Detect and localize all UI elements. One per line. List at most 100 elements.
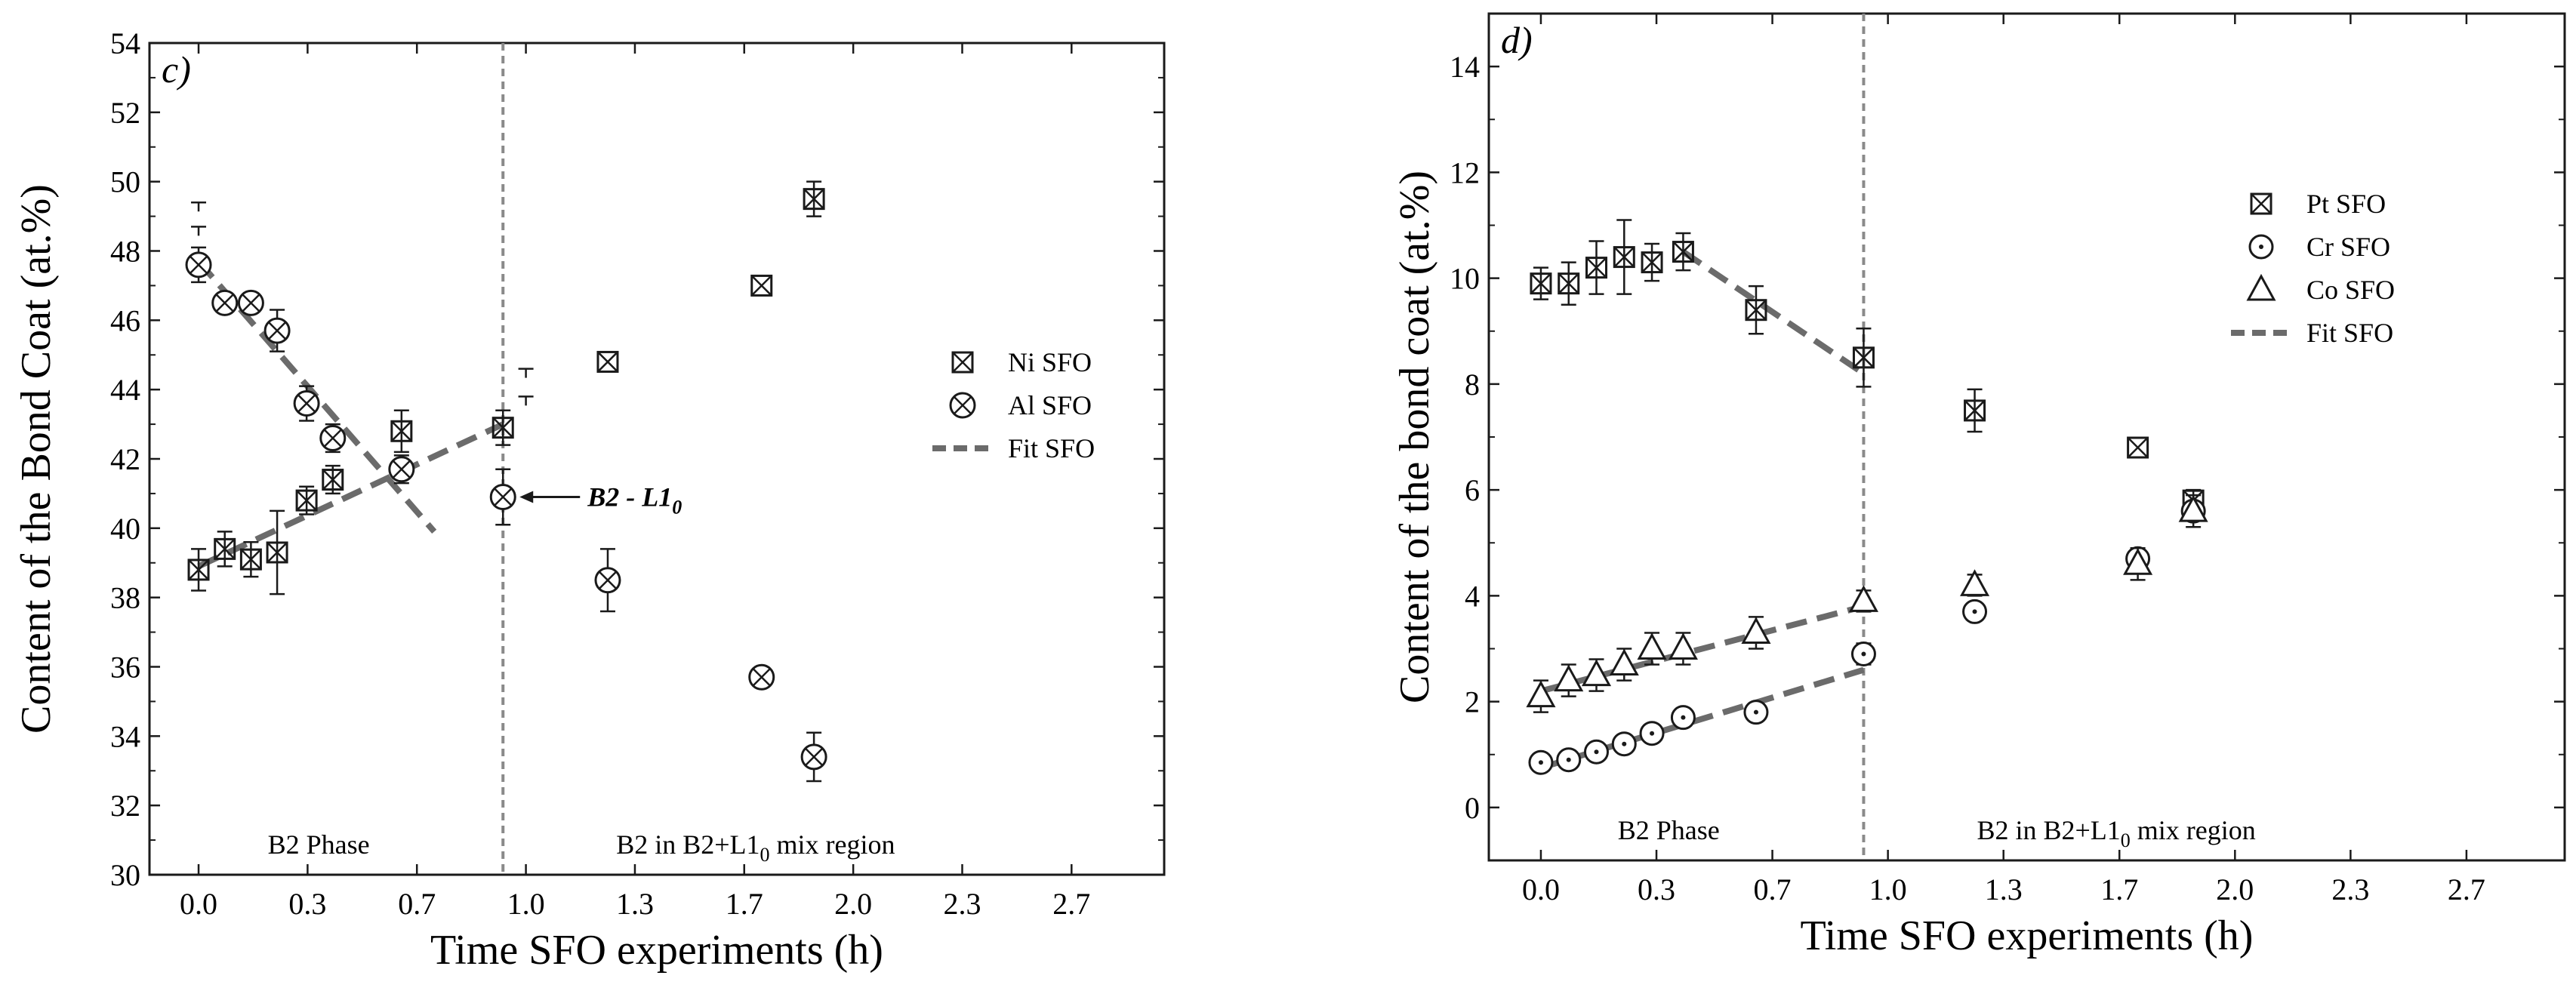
region-label-subscript: 0: [760, 844, 770, 866]
y-tick-label: 4: [1465, 579, 1480, 613]
point-ni-sfo: [266, 541, 288, 564]
marker-cross: [214, 538, 236, 560]
marker-square: [2127, 436, 2149, 459]
marker-cross: [392, 460, 411, 478]
marker-cross: [267, 542, 288, 563]
point-pt-sfo: [1641, 251, 1663, 274]
marker-square: [1585, 257, 1607, 279]
marker-cross: [1746, 299, 1767, 321]
y-tick-label: 44: [110, 373, 140, 407]
marker-triangle: [1526, 680, 1556, 708]
panel-d: 0.0 0.3 0.7 1.0 1.3 1.7 2.0 2.3 2.7 0 2 4 6 8 10 12 14 Ti…: [1391, 12, 2566, 959]
point-al-sfo: [800, 743, 827, 771]
marker-cross: [2127, 437, 2149, 458]
marker-dot: [1566, 757, 1571, 762]
marker-cross: [1964, 400, 1986, 421]
point-pt-sfo: [1585, 257, 1607, 279]
point-ni-sfo: [187, 559, 210, 581]
marker-square: [1745, 299, 1767, 322]
marker-cross: [1558, 272, 1579, 294]
point-al-sfo: [489, 484, 516, 511]
marker-cross: [188, 559, 209, 580]
point-ni-sfo: [295, 489, 318, 512]
marker-cross: [1672, 241, 1694, 263]
marker-square: [1530, 272, 1552, 295]
point-co-sfo: [2178, 495, 2208, 522]
point-cr-sfo: [1670, 705, 1696, 731]
point-cr-sfo: [1556, 747, 1582, 773]
marker-cross: [1613, 246, 1635, 268]
x-tick-label: 0.7: [398, 887, 436, 921]
y-tick-label: 52: [110, 96, 140, 130]
marker-square: [1852, 346, 1875, 369]
panel-c: 0.0 0.3 0.7 1.0 1.3 1.7 2.0 2.3 2.7 30 32 34 36 38 40 4…: [13, 26, 1166, 974]
marker-cross: [599, 571, 617, 589]
point-al-sfo: [211, 289, 239, 316]
marker-triangle: [1581, 659, 1612, 687]
marker-cross: [597, 351, 618, 373]
region-label-suffix: mix region: [770, 829, 895, 860]
marker-square: [266, 541, 288, 564]
marker-square: [750, 274, 773, 297]
point-al-sfo: [388, 456, 415, 483]
legend-marker: [2246, 273, 2276, 301]
point-cr-sfo: [1528, 749, 1554, 775]
x-axis-title: Time SFO experiments (h): [430, 927, 883, 974]
region-label-b2: B2 Phase: [1618, 815, 1720, 845]
legend-label: Ni SFO: [1008, 347, 1092, 377]
marker-cross: [1853, 346, 1875, 368]
point-pt-sfo: [1852, 346, 1875, 369]
point-ni-sfo: [322, 469, 344, 491]
marker-cross: [240, 549, 262, 571]
marker-cross: [805, 747, 823, 766]
point-ni-sfo: [214, 537, 236, 560]
marker-cross: [323, 429, 342, 448]
point-co-sfo: [1637, 632, 1667, 660]
x-tick-label: 1.0: [1869, 872, 1907, 906]
x-tick-label: 0.3: [1638, 872, 1675, 906]
point-pt-sfo: [1558, 272, 1580, 295]
y-tick-label: 8: [1465, 368, 1480, 402]
y-tick-label: 0: [1465, 791, 1480, 825]
y-tick-label: 14: [1450, 50, 1480, 84]
legend: Pt SFO Cr SFO Co SFO Fit SFO: [2231, 189, 2395, 348]
marker-triangle: [1741, 617, 1771, 644]
marker-square: [491, 417, 514, 439]
point-ni-sfo: [750, 274, 773, 297]
marker-square: [1672, 241, 1694, 263]
marker-dot: [1972, 609, 1977, 614]
legend-label: Fit SFO: [2306, 318, 2393, 348]
point-pt-sfo: [1530, 272, 1552, 295]
marker-triangle: [1668, 632, 1698, 660]
marker-cross: [215, 294, 234, 312]
point-al-sfo: [263, 317, 291, 344]
legend-marker: [2248, 234, 2274, 260]
y-tick-label: 38: [110, 581, 140, 615]
point-cr-sfo: [1639, 721, 1665, 746]
marker-dot: [1650, 731, 1655, 736]
point-al-sfo: [748, 663, 775, 691]
marker-cross: [1585, 257, 1607, 278]
point-cr-sfo: [1850, 642, 1876, 667]
y-tick-label: 32: [110, 789, 140, 823]
y-axis-title: Content of the bond coat (at.%): [1391, 171, 1438, 703]
marker-triangle: [1960, 569, 1990, 596]
marker-square: [390, 420, 413, 442]
region-label-subscript: 0: [2121, 829, 2131, 851]
x-tick-label: 2.0: [834, 887, 872, 921]
point-pt-sfo: [1613, 246, 1635, 269]
point-al-sfo: [594, 567, 621, 594]
point-ni-sfo: [390, 420, 413, 442]
y-axis-title: Content of the Bond Coat (at.%): [13, 184, 60, 734]
fit-line: [197, 421, 504, 569]
marker-cross: [1641, 251, 1662, 273]
marker-square: [596, 350, 619, 373]
y-tick-label: 50: [110, 165, 140, 199]
point-co-sfo: [1668, 632, 1698, 660]
marker-cross: [390, 420, 412, 442]
point-co-sfo: [1741, 617, 1771, 644]
y-tick-label: 6: [1465, 473, 1480, 507]
marker-cross: [750, 275, 772, 297]
marker-dot: [1594, 749, 1599, 755]
